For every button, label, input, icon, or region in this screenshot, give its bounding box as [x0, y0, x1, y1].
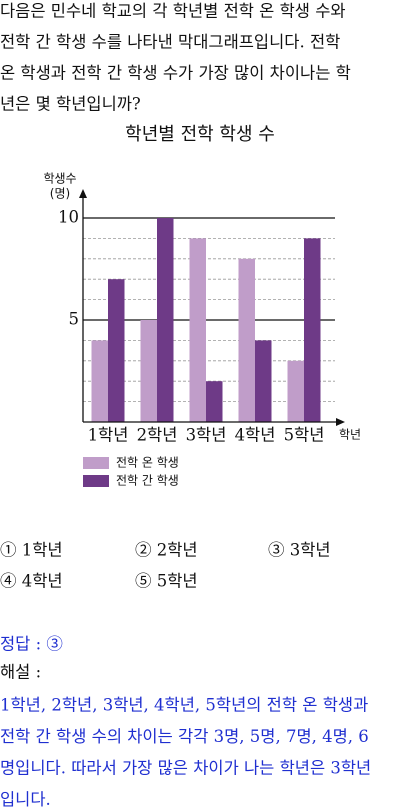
x-tick-label: 3학년 — [186, 426, 227, 445]
bar — [91, 340, 108, 422]
bar — [304, 238, 321, 422]
y-axis-unit: (명) — [50, 187, 70, 201]
x-axis-arrow — [336, 418, 345, 426]
x-axis-label: 학년 — [339, 428, 361, 442]
legend-label: 전학 온 학생 — [116, 456, 179, 470]
y-axis-arrow — [79, 189, 87, 198]
x-tick-label: 5학년 — [284, 426, 325, 445]
x-tick-label: 4학년 — [235, 426, 276, 445]
explanation-line: 전학 간 학생 수의 차이는 각각 3명, 5명, 7명, 4명, 6 — [0, 727, 369, 746]
bar — [189, 238, 206, 422]
explanation-line: 1학년, 2학년, 3학년, 4학년, 5학년의 전학 온 학생과 — [0, 696, 368, 715]
bar — [206, 381, 223, 422]
y-axis-label: 학생수 — [43, 172, 76, 186]
question-line: 전학 간 학생 수를 나타낸 막대그래프입니다. 전학 — [0, 33, 340, 52]
choice: ⑤ 5학년 — [135, 572, 198, 591]
choice: ④ 4학년 — [0, 572, 63, 591]
legend-swatch — [83, 457, 109, 469]
legend-swatch — [83, 475, 109, 487]
chart-title: 학년별 전학 학생 수 — [125, 124, 275, 145]
answer: 정답 : ③ — [0, 635, 63, 654]
bar — [157, 218, 174, 422]
explanation-line: 입니다. — [0, 790, 51, 808]
y-tick-label: 5 — [69, 310, 80, 329]
y-tick-label: 10 — [58, 208, 79, 227]
question-line: 온 학생과 전학 간 학생 수가 가장 많이 차이나는 학 — [0, 64, 351, 83]
x-tick-label: 1학년 — [88, 426, 129, 445]
question-line: 년은 몇 학년입니까? — [0, 95, 141, 114]
choice: ② 2학년 — [135, 541, 198, 560]
x-tick-label: 2학년 — [137, 426, 178, 445]
bar — [255, 340, 272, 422]
explanation-line: 명입니다. 따라서 가장 많은 차이가 나는 학년은 3학년 — [0, 759, 371, 778]
bar — [108, 279, 125, 422]
bar — [287, 360, 304, 422]
bar — [238, 258, 255, 422]
choice: ③ 3학년 — [268, 541, 331, 560]
question-line: 다음은 민수네 학교의 각 학년별 전학 온 학생 수와 — [0, 2, 346, 21]
choice: ① 1학년 — [0, 541, 63, 560]
bar — [140, 320, 157, 422]
legend-label: 전학 간 학생 — [116, 474, 179, 488]
explanation-heading: 해설 : — [0, 663, 41, 682]
